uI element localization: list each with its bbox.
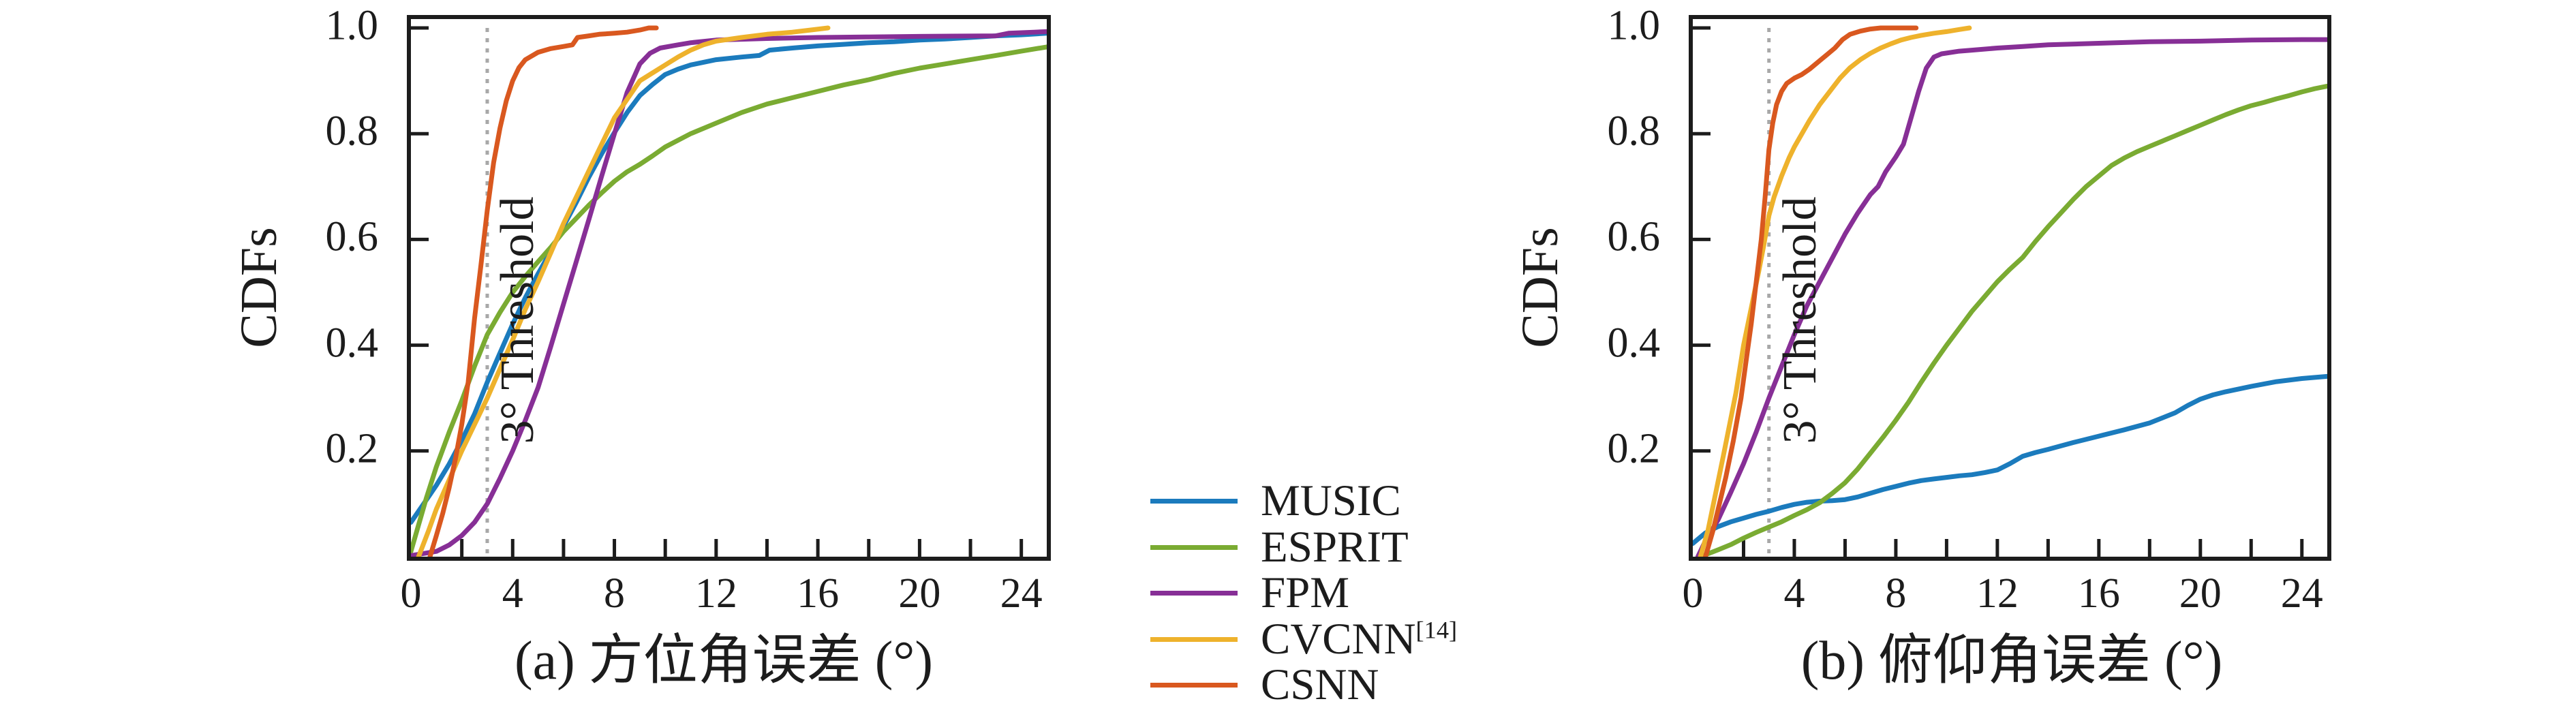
legend-item-music: MUSIC (1150, 478, 1457, 525)
curve-csnn (1703, 25, 1919, 557)
curve-music (411, 31, 1047, 525)
legend-swatch-music (1150, 499, 1238, 504)
x-tick-label: 4 (502, 570, 523, 617)
legend-swatch-fpm (1150, 591, 1238, 596)
x-tick-label: 24 (1000, 570, 1043, 617)
plot-area-azimuth: 3° Threshold (407, 15, 1051, 561)
legend-label-csnn: CSNN (1261, 660, 1379, 710)
x-tick-label: 12 (1976, 570, 2019, 617)
curve-fpm (411, 29, 1047, 557)
y-tick-label: 0.8 (1607, 108, 1661, 155)
y-tick-label: 0.6 (325, 213, 379, 260)
curve-esprit (1698, 83, 2327, 557)
curve-cvcnn (1698, 25, 1972, 557)
caption-azimuth: (a) 方位角误差 (°) (514, 631, 934, 691)
legend-swatch-cvcnn (1150, 636, 1238, 642)
curve-cvcnn (416, 25, 831, 557)
y-tick-label: 0.4 (1607, 320, 1661, 367)
legend-swatch-esprit (1150, 544, 1238, 550)
threshold-label-elevation: 3° Threshold (1774, 196, 1826, 444)
curve-music (1693, 373, 2327, 546)
x-tick-label: 16 (2077, 570, 2120, 617)
legend-label-cvcnn: CVCNN[14] (1261, 614, 1458, 664)
curves-svg-azimuth (411, 25, 1047, 557)
legend-label-fpm: FPM (1261, 568, 1350, 618)
x-tick-label: 0 (400, 570, 422, 617)
curve-fpm (1695, 37, 2327, 557)
y-tick-label: 1.0 (325, 2, 379, 49)
legend-item-cvcnn: CVCNN[14] (1150, 617, 1457, 663)
legend-label-citation: [14] (1415, 616, 1458, 644)
legend-item-fpm: FPM (1150, 570, 1457, 617)
legend-item-esprit: ESPRIT (1150, 525, 1457, 571)
legend-label-esprit: ESPRIT (1261, 522, 1409, 572)
legend: MUSIC ESPRIT FPM CVCNN[14] CSNN (1150, 478, 1457, 709)
caption-elevation: (b) 俯仰角误差 (°) (1800, 631, 2223, 691)
y-tick-label: 0.6 (1607, 213, 1661, 260)
y-tick-label: 0.2 (1607, 425, 1661, 472)
x-tick-label: 8 (604, 570, 626, 617)
threshold-label-azimuth: 3° Threshold (491, 196, 544, 444)
x-tick-label: 4 (1783, 570, 1805, 617)
y-tick-label: 0.4 (325, 320, 379, 367)
y-tick-label: 1.0 (1607, 2, 1661, 49)
plot-area-elevation: 3° Threshold (1689, 15, 2331, 561)
y-tick-label: 0.2 (325, 425, 379, 472)
x-tick-label: 0 (1682, 570, 1704, 617)
legend-item-csnn: CSNN (1150, 662, 1457, 709)
curve-csnn (427, 25, 659, 557)
legend-label-music: MUSIC (1261, 476, 1401, 526)
x-tick-label: 20 (2179, 570, 2222, 617)
x-tick-label: 16 (797, 570, 840, 617)
x-tick-label: 20 (898, 570, 941, 617)
legend-swatch-csnn (1150, 683, 1238, 688)
y-tick-label: 0.8 (325, 108, 379, 155)
curve-esprit (411, 44, 1047, 554)
x-tick-label: 12 (694, 570, 737, 617)
curves-svg-elevation (1693, 25, 2327, 557)
x-tick-label: 24 (2280, 570, 2323, 617)
x-tick-label: 8 (1885, 570, 1907, 617)
